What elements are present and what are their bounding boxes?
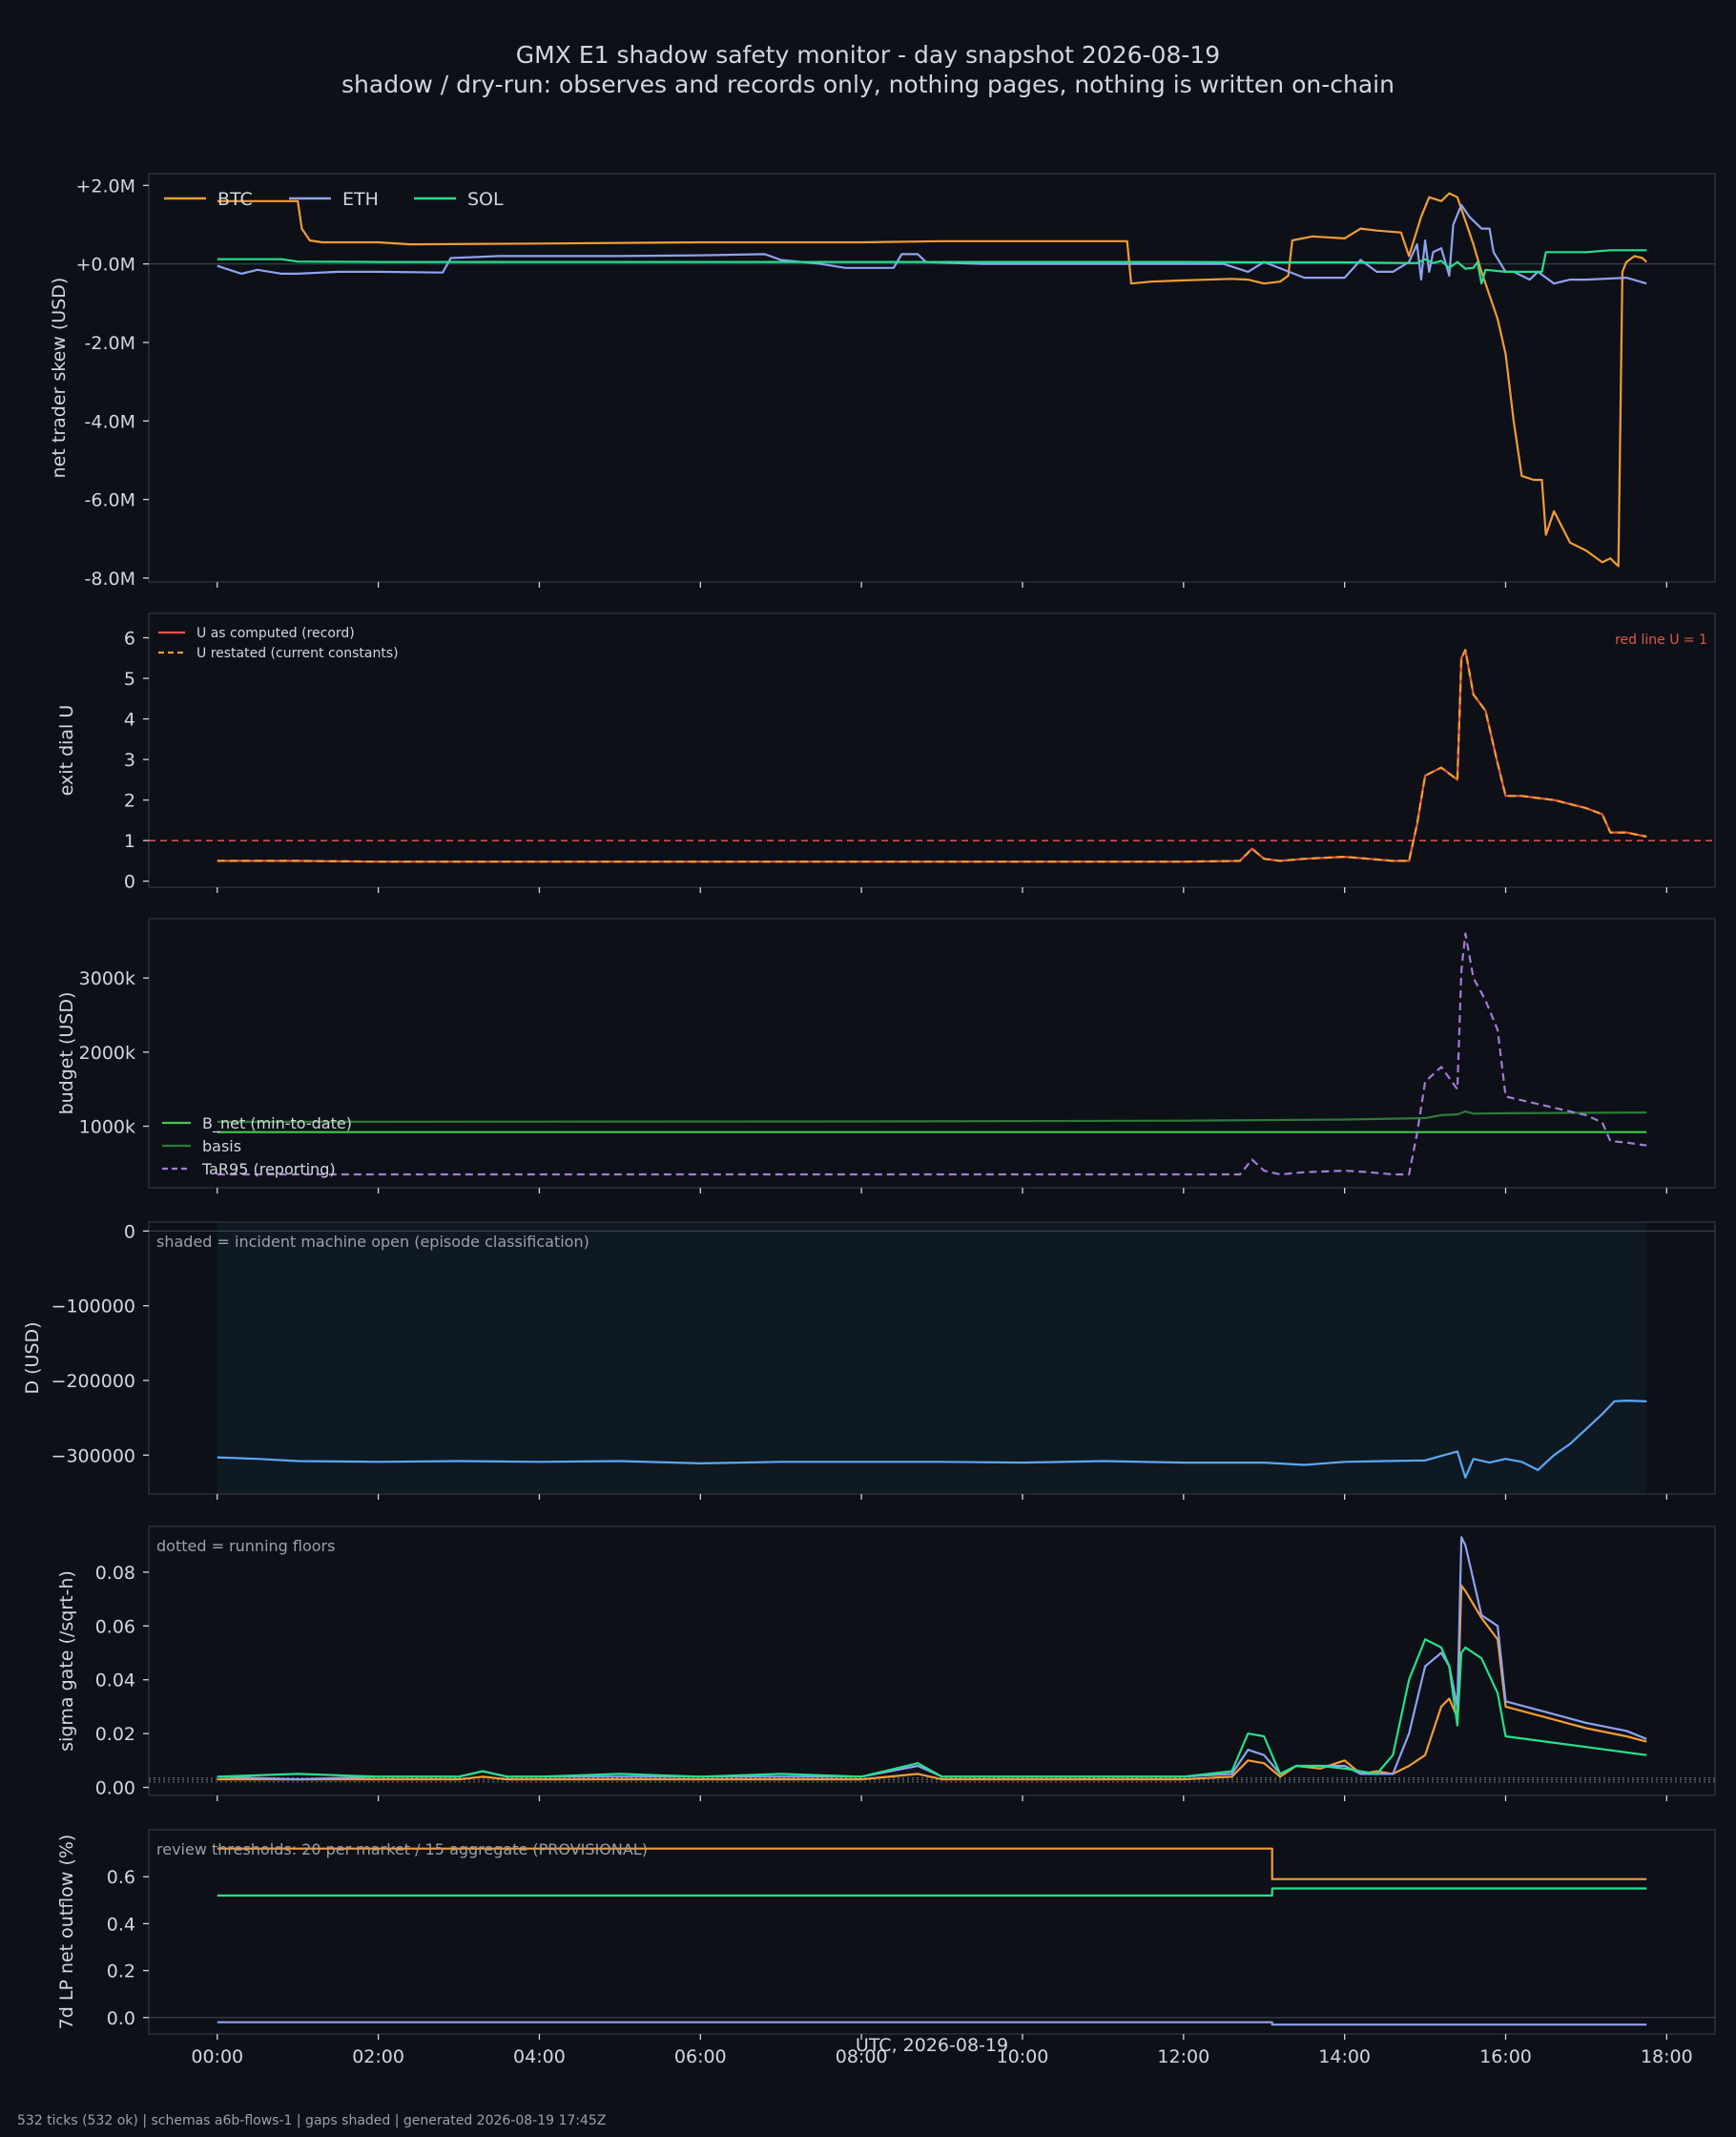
y-tick-label: 2 xyxy=(124,791,135,812)
x-tick-label: 00:00 xyxy=(191,2046,243,2067)
x-tick-label: 04:00 xyxy=(513,2046,566,2067)
series-line-eth xyxy=(217,2021,1647,2026)
panel-2: 0 1 2 3 4 5 6 exit dial U red line U = 1 U as com… xyxy=(56,612,1716,893)
y-tick-label: 0.06 xyxy=(95,1616,135,1637)
figure-subtitle: shadow / dry-run: observes and records o… xyxy=(341,71,1395,98)
panels: +2.0M +0.0M -2.0M -4.0M -6.0M -8.0M net trader… xyxy=(22,173,1716,2067)
panel-annotation: shaded = incident machine open (episode … xyxy=(156,1233,589,1251)
panel-frame xyxy=(148,1525,1716,1796)
y-tick-label: −300000 xyxy=(52,1445,135,1466)
panel-5: 0.00 0.02 0.04 0.06 0.08 sigma gate (/sqrt-h)… xyxy=(56,1525,1716,1801)
y-tick-label: −200000 xyxy=(52,1371,135,1392)
y-axis-label: D (USD) xyxy=(22,1321,43,1394)
legend-label: ETH xyxy=(342,189,379,210)
x-tick-label: 16:00 xyxy=(1479,2046,1532,2067)
y-axis-label: exit dial U xyxy=(56,705,77,797)
y-axis-label: budget (USD) xyxy=(56,992,77,1115)
x-tick-label: 12:00 xyxy=(1157,2046,1209,2067)
y-tick-label: −100000 xyxy=(52,1297,135,1317)
legend-label: basis xyxy=(202,1137,241,1155)
x-tick-label: 02:00 xyxy=(352,2046,404,2067)
y-axis-label: sigma gate (/sqrt-h) xyxy=(56,1570,77,1752)
y-tick-label: 1000k xyxy=(79,1117,135,1138)
y-tick-label: 0.6 xyxy=(107,1867,135,1888)
legend-label: B_net (min-to-date) xyxy=(202,1114,352,1133)
series-line-btc xyxy=(217,192,1647,568)
x-tick-label: 10:00 xyxy=(997,2046,1049,2067)
series-line-btc xyxy=(217,1847,1647,1880)
series-line-basis xyxy=(217,1110,1647,1124)
panel-frame xyxy=(148,1221,1716,1495)
panel-frame xyxy=(148,612,1716,888)
x-axis-label: UTC, 2026-08-19 xyxy=(856,2035,1008,2056)
y-tick-label: 0 xyxy=(124,1221,135,1242)
figure-title: GMX E1 shadow safety monitor - day snaps… xyxy=(516,41,1220,69)
y-tick-label: 5 xyxy=(124,669,135,690)
panel-annotation: review thresholds: 20 per market / 15 ag… xyxy=(156,1840,648,1858)
y-tick-label: 3 xyxy=(124,750,135,771)
reference-line-label: red line U = 1 xyxy=(1615,633,1707,648)
panel-4: 0 −100000 −200000 −300000 D (USD) shaded = in… xyxy=(22,1221,1716,1500)
y-tick-label: +0.0M xyxy=(75,255,135,276)
series-line-eth xyxy=(217,203,1647,285)
y-tick-label: 0.0 xyxy=(107,2008,135,2029)
y-tick-label: 0.02 xyxy=(95,1724,135,1745)
legend-label: U restated (current constants) xyxy=(196,646,399,661)
x-tick-label: 14:00 xyxy=(1318,2046,1371,2067)
y-axis-label: 7d LP net outflow (%) xyxy=(56,1835,77,2030)
y-tick-label: -2.0M xyxy=(85,333,135,354)
panel-frame xyxy=(148,918,1716,1189)
panel-6: 0.0 0.2 0.4 0.6 7d LP net outflow (%) review … xyxy=(56,1829,1716,2067)
series-line-sol xyxy=(217,1887,1647,1898)
y-axis-label: net trader skew (USD) xyxy=(49,278,70,479)
y-tick-label: -4.0M xyxy=(85,411,135,432)
y-tick-label: 4 xyxy=(124,710,135,731)
y-tick-label: 0.2 xyxy=(107,1961,135,1982)
panel-annotation: dotted = running floors xyxy=(156,1537,335,1555)
y-tick-label: 3000k xyxy=(79,968,135,989)
series-line-d xyxy=(217,1399,1647,1479)
y-tick-label: +2.0M xyxy=(75,176,135,197)
y-tick-label: 1 xyxy=(124,831,135,852)
x-tick-label: 06:00 xyxy=(674,2046,727,2067)
x-tick-label: 18:00 xyxy=(1641,2046,1693,2067)
y-tick-label: 6 xyxy=(124,629,135,650)
series-line-btc xyxy=(217,1584,1647,1781)
legend-label: BTC xyxy=(217,189,253,210)
y-tick-label: 0 xyxy=(124,872,135,893)
incident-shade xyxy=(217,1223,1647,1493)
y-tick-label: -6.0M xyxy=(85,490,135,511)
panel-frame xyxy=(148,173,1716,583)
y-tick-label: 2000k xyxy=(79,1043,135,1064)
y-tick-label: 0.00 xyxy=(95,1778,135,1799)
legend-label: TaR95 (reporting) xyxy=(201,1160,336,1178)
panel-frame xyxy=(148,1829,1716,2035)
y-tick-label: 0.08 xyxy=(95,1563,135,1584)
series-line-u-as-computed-record- xyxy=(217,649,1647,863)
legend-label: SOL xyxy=(467,189,504,210)
panel-1: +2.0M +0.0M -2.0M -4.0M -6.0M -8.0M net trader… xyxy=(49,173,1716,590)
series-line-sol xyxy=(217,249,1647,285)
y-tick-label: 0.4 xyxy=(107,1914,135,1935)
y-tick-label: -8.0M xyxy=(85,569,135,590)
series-line-tar95-reporting- xyxy=(217,932,1647,1176)
y-tick-label: 0.04 xyxy=(95,1670,135,1691)
legend-label: U as computed (record) xyxy=(196,626,355,641)
footer-status: 532 ticks (532 ok) | schemas a6b-flows-1… xyxy=(17,2113,606,2128)
x-tick-label: 08:00 xyxy=(836,2046,888,2067)
series-line-sol xyxy=(217,1638,1647,1778)
